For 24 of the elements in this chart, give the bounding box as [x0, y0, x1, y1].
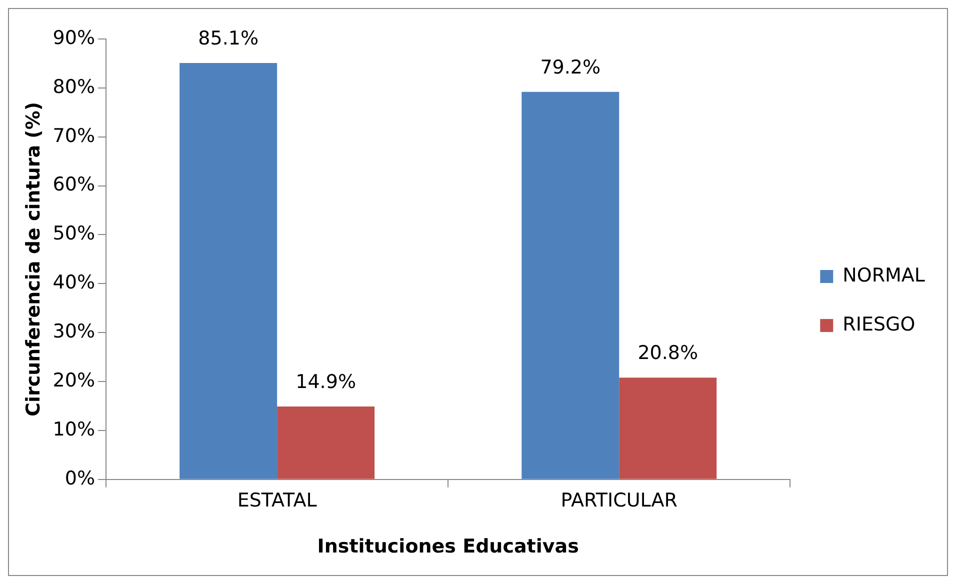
bar [180, 62, 278, 479]
y-tick-label: 50% [52, 222, 96, 245]
x-tick-label: ESTATAL [237, 490, 318, 512]
y-tick-label: 80% [52, 76, 96, 98]
y-tick-label: 40% [52, 272, 96, 294]
y-tick-label: 10% [52, 418, 96, 440]
y-tick-label: 30% [52, 320, 96, 343]
data-label: 14.9% [296, 370, 356, 393]
x-axis-title: Instituciones Educativas [317, 536, 579, 558]
bar [619, 378, 717, 479]
legend-label: NORMAL [842, 264, 926, 286]
data-label: 20.8% [638, 342, 698, 364]
y-tick-label: 60% [52, 174, 96, 196]
y-tick-label: 0% [64, 467, 96, 490]
data-label: 79.2% [540, 56, 601, 78]
bar [522, 92, 620, 479]
legend-label: RIESGO [842, 313, 916, 336]
y-axis-title: Circunferencia de cintura (%) [22, 102, 44, 416]
x-tick-label: PARTICULAR [560, 490, 678, 512]
y-tick-label: 90% [52, 26, 96, 49]
data-label: 85.1% [198, 27, 258, 50]
y-tick-label: 20% [52, 369, 96, 392]
bar [277, 406, 375, 479]
y-tick-label: 70% [52, 124, 96, 147]
